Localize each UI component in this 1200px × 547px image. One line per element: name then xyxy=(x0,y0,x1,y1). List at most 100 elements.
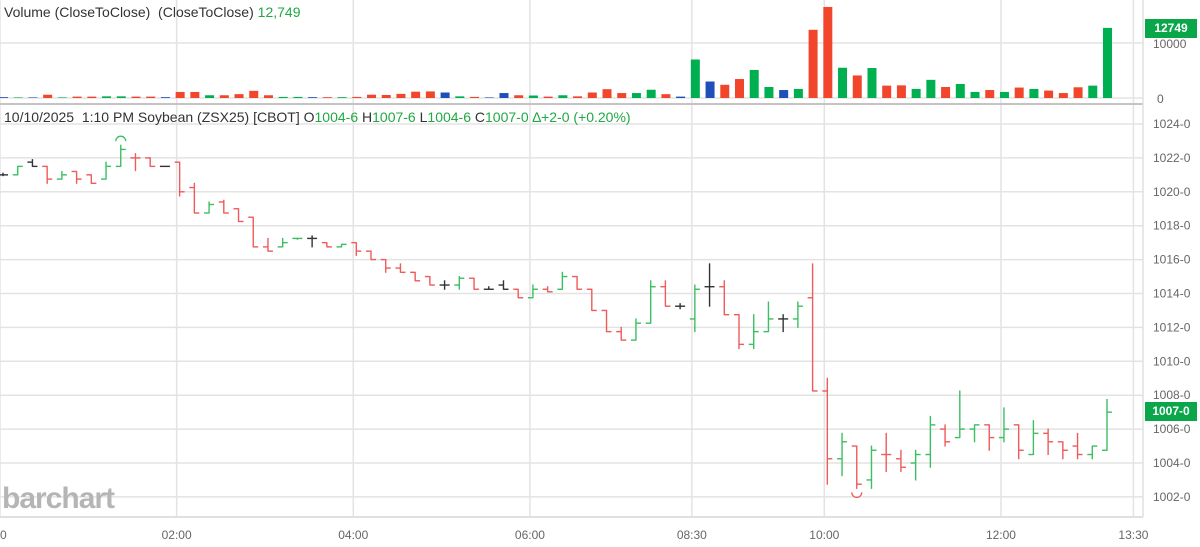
ohlc-bar xyxy=(763,301,774,333)
volume-bar xyxy=(440,92,450,98)
time-tick-label: 00 xyxy=(0,528,7,542)
volume-bar xyxy=(190,91,200,98)
session-low-marker xyxy=(851,492,863,498)
price-tick-label: 1010-0 xyxy=(1153,354,1191,368)
ohlc-bar xyxy=(454,276,465,290)
session-high-marker xyxy=(115,135,127,142)
volume-bar xyxy=(896,85,906,98)
ohlc-bar xyxy=(572,275,583,290)
ohlc-bar xyxy=(689,284,700,333)
open-value: 1004-6 xyxy=(314,109,359,125)
ohlc-bar xyxy=(969,424,980,443)
volume-bar xyxy=(661,94,671,98)
time-tick-label: 04:00 xyxy=(338,528,368,542)
open-label: O xyxy=(303,109,315,125)
volume-bar xyxy=(278,96,288,98)
time-tick-label: 10:00 xyxy=(809,528,839,542)
ohlc-bar xyxy=(145,157,156,168)
volume-bar xyxy=(1073,87,1083,98)
volume-bar xyxy=(1088,85,1098,98)
time-tick-label: 08:30 xyxy=(677,528,707,542)
ohlc-bar xyxy=(822,377,833,485)
volume-bar xyxy=(838,67,848,98)
ohlc-bar xyxy=(1102,398,1112,451)
ohlc-bar xyxy=(1028,420,1039,456)
volume-bar xyxy=(102,96,112,98)
time-tick-label: 13:30 xyxy=(1118,528,1148,542)
volume-value: 12,749 xyxy=(257,4,301,20)
volume-bar xyxy=(926,79,936,98)
volume-bar xyxy=(602,89,612,98)
change-value: ∆+2-0 (+0.20%) xyxy=(532,109,631,125)
volume-bar xyxy=(646,89,656,98)
volume-bar xyxy=(631,93,641,98)
volume-bar xyxy=(263,95,273,98)
volume-bar xyxy=(322,97,332,98)
volume-bar xyxy=(573,96,583,98)
ohlc-bar xyxy=(910,449,921,481)
ohlc-bar xyxy=(262,237,273,252)
volume-bar xyxy=(617,93,627,98)
price-tick-label: 1002-0 xyxy=(1153,490,1191,504)
high-label: H xyxy=(362,109,373,125)
ohlc-bar xyxy=(1043,428,1054,456)
ohlc-bar xyxy=(807,263,818,392)
ohlc-bar xyxy=(115,144,126,168)
ohlc-bar xyxy=(321,241,332,248)
ohlc-bar xyxy=(336,243,347,248)
volume-bar xyxy=(484,97,494,98)
volume-bar xyxy=(308,97,318,98)
price-tick-label: 1022-0 xyxy=(1153,151,1191,165)
price-tick-label: 1016-0 xyxy=(1153,253,1191,267)
volume-bar xyxy=(705,81,715,98)
ohlc-bar xyxy=(248,216,259,248)
volume-bar xyxy=(1029,88,1039,98)
ohlc-bar xyxy=(395,263,406,274)
volume-bar xyxy=(1014,87,1024,98)
ohlc-bar xyxy=(586,288,597,312)
ohlc-bar xyxy=(204,201,215,214)
ohlc-bar xyxy=(527,284,538,299)
ohlc-bar xyxy=(277,237,288,248)
ohlc-bar xyxy=(410,271,421,282)
datetime: 10/10/2025 1:10 PM xyxy=(4,109,134,125)
volume-bar xyxy=(985,90,995,98)
ohlc-bar xyxy=(130,153,141,172)
ohlc-bar xyxy=(866,445,877,489)
time-tick-label: 06:00 xyxy=(515,528,545,542)
volume-bar xyxy=(514,95,524,98)
volume-bar xyxy=(955,83,965,98)
ohlc-bar xyxy=(101,161,112,180)
ohlc-bar xyxy=(189,182,200,214)
price-tick-label: 1018-0 xyxy=(1153,219,1191,233)
ohlc-bar xyxy=(675,303,686,310)
volume-bars xyxy=(0,6,1112,99)
volume-bar xyxy=(911,88,921,98)
ohlc-bar xyxy=(645,280,656,324)
ohlc-bar xyxy=(778,314,789,333)
volume-tick-label: 0 xyxy=(1157,92,1164,106)
ohlc-bars xyxy=(0,135,1112,498)
price-tick-label: 1012-0 xyxy=(1153,320,1191,334)
volume-bar xyxy=(249,90,259,98)
ohlc-bar xyxy=(439,280,450,290)
ohlc-bar xyxy=(748,314,759,350)
ohlc-bar xyxy=(851,445,862,489)
volume-bar xyxy=(367,94,376,98)
ohlc-bar xyxy=(704,263,715,307)
ohlc-bar xyxy=(380,258,391,273)
volume-bar xyxy=(72,96,82,98)
ohlc-bar xyxy=(513,288,524,299)
volume-bar xyxy=(470,96,480,98)
ohlc-bar xyxy=(792,301,803,328)
low-label: L xyxy=(419,109,428,125)
ohlc-bar xyxy=(233,208,244,223)
volume-tick-label: 10000 xyxy=(1153,37,1187,51)
ohlc-bar xyxy=(483,286,494,290)
ohlc-bar xyxy=(71,170,82,184)
volume-bar xyxy=(28,97,38,98)
close-value: 1007-0 xyxy=(485,109,529,125)
volume-bar xyxy=(690,59,700,98)
volume-bar xyxy=(941,87,951,98)
